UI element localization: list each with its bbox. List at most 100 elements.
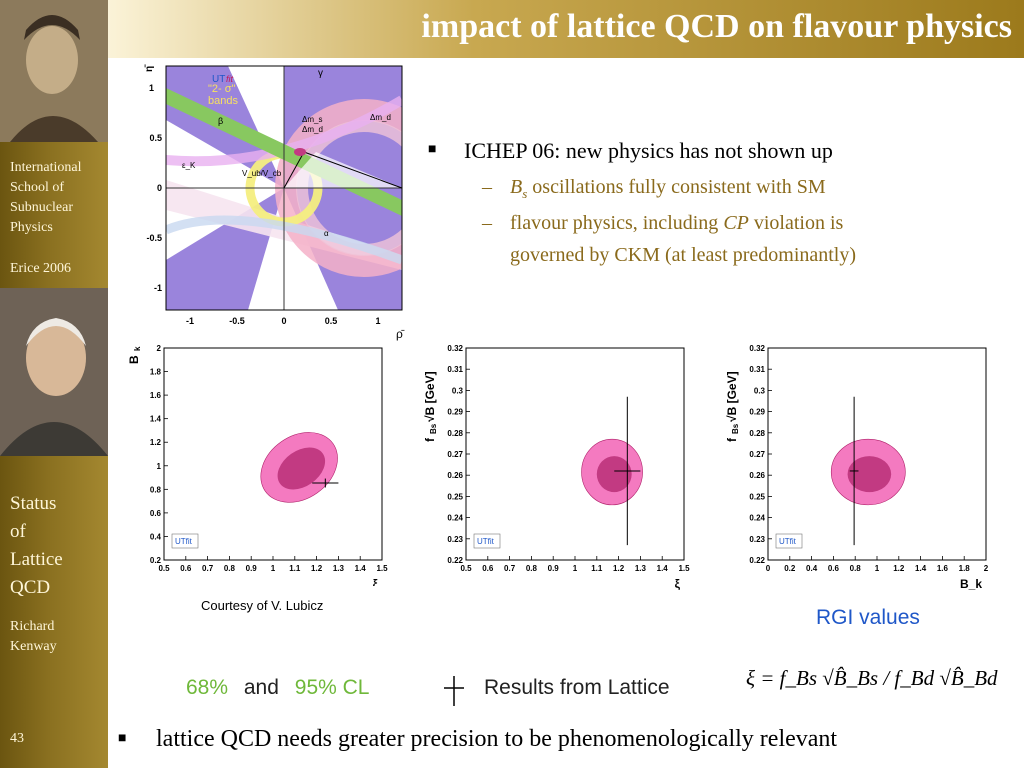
utfit-logo-text: UTfit — [477, 537, 495, 546]
svg-text:0.5: 0.5 — [325, 316, 338, 326]
svg-text:0.5: 0.5 — [149, 133, 162, 143]
y-tick-label: 0.24 — [447, 514, 463, 523]
x-tick-label: 1.3 — [333, 564, 345, 573]
y-tick-label: 1.4 — [150, 415, 162, 424]
bands-label: "2- σ" — [208, 83, 236, 95]
y-tick-label: 0.22 — [749, 556, 765, 565]
x-tick-label: 1.4 — [355, 564, 367, 573]
svg-text:0: 0 — [157, 183, 162, 193]
svg-text:1: 1 — [375, 316, 380, 326]
x-axis-label: B_k — [960, 577, 982, 591]
svg-text:Δm_d: Δm_d — [370, 113, 391, 122]
legend-row: 68% and 95% CL — [186, 676, 369, 700]
y-tick-label: 1.8 — [150, 368, 162, 377]
venue-label: Erice 2006 — [10, 261, 72, 276]
svg-text:Bs: Bs — [731, 423, 740, 434]
svg-text:1: 1 — [149, 83, 154, 93]
x-tick-label: 0.8 — [224, 564, 236, 573]
x-tick-label: 1.3 — [635, 564, 647, 573]
talk-topic: Status of Lattice QCD — [10, 493, 63, 598]
y-tick-label: 0.27 — [749, 450, 765, 459]
svg-text:Bs: Bs — [429, 423, 438, 434]
svg-text:η̄: η̄ — [144, 64, 155, 72]
contour-68 — [277, 447, 326, 490]
portrait-photo-top — [0, 0, 108, 142]
x-tick-label: 1 — [271, 564, 276, 573]
y-tick-label: 0.22 — [447, 556, 463, 565]
xi-formula: ξ = f_Bs √B̂_Bs / f_Bd √B̂_Bd — [746, 666, 998, 690]
y-tick-label: 0.27 — [447, 450, 463, 459]
y-tick-label: 0.4 — [150, 532, 162, 541]
y-tick-label: 0.32 — [447, 344, 463, 353]
svg-text:f: f — [725, 437, 739, 442]
svg-text:-1: -1 — [186, 316, 194, 326]
legend-95: 95% CL — [294, 676, 370, 699]
x-tick-label: 0.9 — [246, 564, 258, 573]
svg-text:-0.5: -0.5 — [146, 233, 162, 243]
svg-text:ρ̄: ρ̄ — [396, 327, 405, 341]
x-tick-label: 1.8 — [959, 564, 971, 573]
bk-vs-xi-chart: B k 0.5 0.6 0.7 0.8 0.9 1 1.1 1.2 1.3 1.4 1.5 2 1.8 1… — [128, 344, 388, 586]
svg-text:√B [GeV]: √B [GeV] — [423, 371, 437, 422]
y-tick-label: 0.25 — [447, 492, 463, 501]
y-tick-label: 0.28 — [447, 429, 463, 438]
x-tick-label: 1 — [875, 564, 880, 573]
unitarity-triangle-plot: UT fit "2- σ" bands γ β Δm_s Δm_d Δm_d α… — [144, 64, 405, 341]
svg-text:γ: γ — [318, 68, 323, 79]
svg-text:Δm_s: Δm_s — [302, 115, 322, 124]
utfit-logo-text: UTfit — [779, 537, 797, 546]
x-tick-label: 0.5 — [158, 564, 170, 573]
svg-text:β: β — [218, 116, 223, 126]
x-axis-label: ξ — [373, 577, 379, 586]
y-tick-label: 1.2 — [150, 438, 162, 447]
y-tick-label: 0.26 — [749, 471, 765, 480]
svg-text:α: α — [324, 229, 329, 238]
legend-lattice-results: Results from Lattice — [484, 676, 670, 699]
svg-text:Δm_d: Δm_d — [302, 125, 323, 134]
x-tick-label: 0.5 — [460, 564, 472, 573]
contour-68 — [847, 456, 892, 493]
x-axis-label: ξ — [675, 577, 681, 590]
x-tick-label: 0.8 — [850, 564, 862, 573]
utfit-logo — [171, 533, 199, 549]
y-tick-label: 0.3 — [754, 386, 766, 395]
page-title: impact of lattice QCD on flavour physics — [421, 8, 1012, 45]
utfit-logo — [473, 533, 501, 549]
x-tick-label: 0.6 — [180, 564, 192, 573]
svg-text:√B [GeV]: √B [GeV] — [725, 371, 739, 422]
legend-and: and — [243, 676, 279, 699]
x-tick-label: 1.2 — [613, 564, 625, 573]
svg-text:fit: fit — [226, 74, 234, 84]
x-tick-label: 0.7 — [202, 564, 214, 573]
svg-text:bands: bands — [208, 95, 238, 107]
y-tick-label: 0.6 — [150, 509, 162, 518]
svg-text:ε_K: ε_K — [182, 161, 196, 170]
y-tick-label: 0.2 — [150, 556, 162, 565]
y-tick-label: 0.25 — [749, 492, 765, 501]
x-tick-label: 2 — [984, 564, 989, 573]
sidebar: International School of Subnuclear Physi… — [0, 0, 108, 768]
x-tick-label: 0.6 — [482, 564, 494, 573]
x-tick-label: 1.1 — [289, 564, 301, 573]
page-number: 43 — [10, 731, 24, 746]
y-tick-label: 0.31 — [749, 365, 765, 374]
x-tick-label: 1.4 — [657, 564, 669, 573]
svg-text:V_ub/V_cb: V_ub/V_cb — [242, 169, 282, 178]
y-tick-label: 0.26 — [447, 471, 463, 480]
y-tick-label: 0.23 — [749, 535, 765, 544]
x-tick-label: 1.2 — [893, 564, 905, 573]
x-tick-label: 0 — [766, 564, 771, 573]
rgi-values-label: RGI values — [816, 606, 920, 629]
x-tick-label: 0.7 — [504, 564, 516, 573]
x-tick-label: 0.2 — [784, 564, 796, 573]
y-tick-label: 2 — [157, 344, 162, 353]
contour-68 — [596, 456, 632, 493]
svg-text:B: B — [128, 355, 141, 364]
y-tick-label: 0.23 — [447, 535, 463, 544]
school-name: International School of Subnuclear Physi… — [10, 160, 82, 235]
svg-text:-1: -1 — [154, 283, 162, 293]
legend-68: 68% — [186, 676, 229, 699]
x-tick-label: 0.8 — [526, 564, 538, 573]
fbs-vs-bk-chart: f Bs √B [GeV] 0 0.2 0.4 0.6 0.8 1 1.2 1.4 1.6 1.8… — [725, 344, 989, 591]
svg-text:0: 0 — [281, 316, 286, 326]
